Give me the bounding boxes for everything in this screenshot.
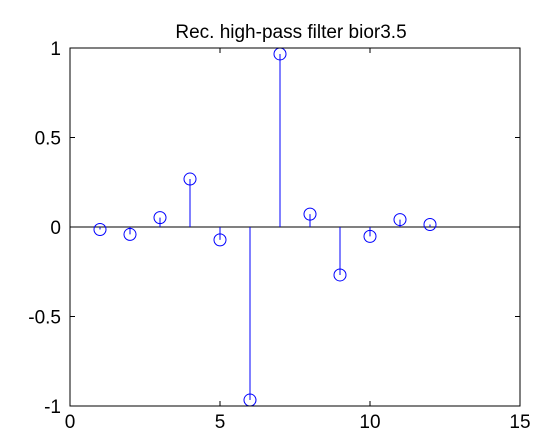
stem-marker bbox=[363, 229, 377, 243]
stem-marker bbox=[93, 222, 107, 236]
stem-marker bbox=[123, 227, 137, 241]
y-tick-label: -1 bbox=[44, 397, 61, 418]
stem-marker bbox=[213, 233, 227, 247]
y-tick-label: 1 bbox=[50, 39, 61, 60]
x-tick-label: 5 bbox=[215, 412, 226, 433]
x-tick-label: 15 bbox=[509, 412, 530, 433]
axes bbox=[69, 47, 521, 407]
stem-marker bbox=[333, 268, 347, 282]
tick-labels: 0 5 10 15 -1 -0.5 0 0.5 1 bbox=[28, 39, 530, 433]
stem-marker bbox=[153, 211, 167, 225]
stem-marker bbox=[183, 172, 197, 186]
stem-marker bbox=[393, 213, 407, 227]
plot-area bbox=[70, 47, 520, 407]
chart-title: Rec. high-pass filter bior3.5 bbox=[175, 22, 406, 43]
y-tick-label: 0 bbox=[50, 218, 61, 239]
y-tick-label: -0.5 bbox=[28, 308, 61, 329]
x-tick-label: 10 bbox=[359, 412, 380, 433]
y-tick-label: 0.5 bbox=[35, 129, 61, 150]
stem-marker bbox=[423, 218, 437, 232]
stem-marker bbox=[303, 207, 317, 221]
x-tick-label: 0 bbox=[65, 412, 76, 433]
